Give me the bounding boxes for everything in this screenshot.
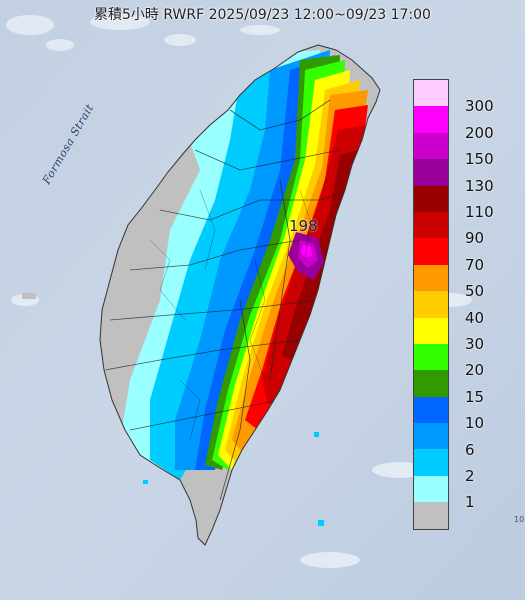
legend-label: 300 bbox=[465, 97, 494, 116]
islet bbox=[143, 480, 148, 484]
islet bbox=[318, 520, 324, 526]
legend-label: 30 bbox=[465, 335, 485, 353]
legend-label: 70 bbox=[465, 255, 485, 274]
legend-label: 110 bbox=[465, 203, 494, 221]
map-title: 累積5小時 RWRF 2025/09/23 12:00~09/23 17:00 bbox=[94, 7, 431, 23]
legend-label: 150 bbox=[465, 150, 494, 169]
legend-label: 130 bbox=[465, 176, 494, 195]
legend-swatch bbox=[414, 396, 448, 424]
legend-swatch bbox=[414, 80, 448, 107]
legend-swatch bbox=[414, 317, 448, 344]
legend-swatch bbox=[414, 502, 448, 529]
legend-swatch bbox=[414, 343, 448, 371]
legend-swatch bbox=[414, 264, 448, 292]
legend-swatch bbox=[414, 238, 448, 265]
edge-label: 10 bbox=[514, 515, 525, 524]
islet bbox=[314, 432, 319, 437]
legend-swatch bbox=[414, 370, 448, 397]
legend-label: 1 bbox=[465, 493, 475, 512]
legend-label: 20 bbox=[465, 361, 485, 380]
legend-label: 2 bbox=[465, 467, 475, 485]
legend-swatch bbox=[414, 423, 448, 450]
legend-color-bar bbox=[413, 79, 449, 530]
legend-label: 6 bbox=[465, 440, 475, 459]
islet bbox=[22, 293, 36, 299]
legend-swatch bbox=[414, 159, 448, 186]
max-rainfall-label: 198 bbox=[289, 217, 318, 235]
legend-label: 40 bbox=[465, 308, 485, 327]
legend-swatch bbox=[414, 185, 448, 212]
legend-label: 15 bbox=[465, 387, 485, 406]
legend-swatch bbox=[414, 106, 448, 133]
legend-label: 90 bbox=[465, 229, 485, 248]
legend-swatch bbox=[414, 291, 448, 318]
island-outline bbox=[99, 44, 381, 546]
legend-label: 200 bbox=[465, 123, 494, 142]
legend-swatch bbox=[414, 449, 448, 476]
legend-label: 50 bbox=[465, 282, 485, 301]
legend-swatch bbox=[414, 132, 448, 160]
legend-swatch bbox=[414, 475, 448, 503]
legend-swatch bbox=[414, 211, 448, 239]
rainfall-legend: 300 200 150 130 110 90 70 50 40 30 20 15 10 6 2 1 bbox=[413, 79, 523, 530]
legend-label: 10 bbox=[465, 414, 485, 433]
